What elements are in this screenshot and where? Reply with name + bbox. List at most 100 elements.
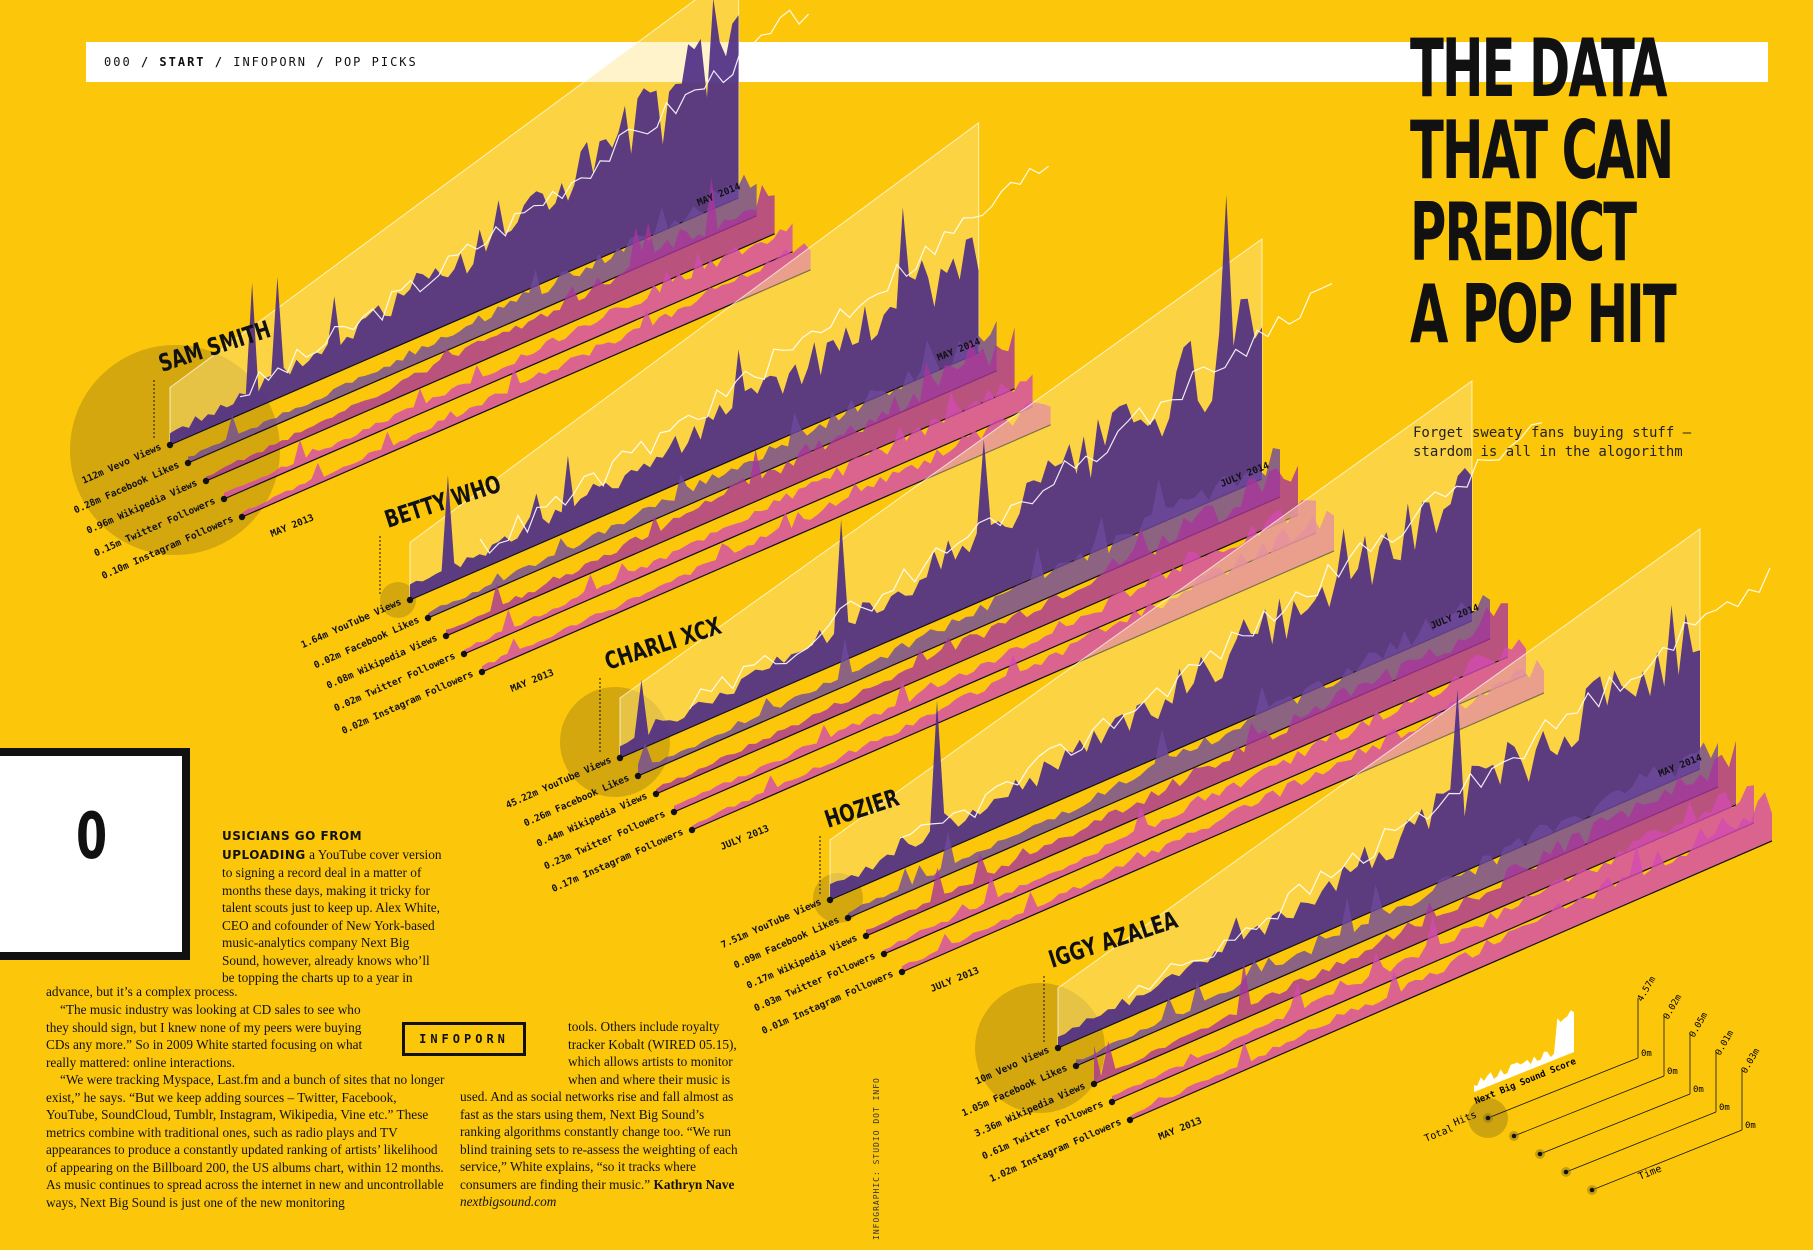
dropcap-letter: 0 <box>76 800 108 874</box>
legend-axis-min: 0m <box>1641 1049 1652 1059</box>
series-start-dot <box>634 772 642 780</box>
article-text: a YouTube cover version to signing a rec… <box>222 846 442 986</box>
dropcap-frame <box>0 748 190 960</box>
series-start-dot <box>202 477 210 485</box>
series-start-dot <box>166 441 174 449</box>
article-paragraph: USICIANS GO FROM UPLOADING a YouTube cov… <box>222 827 442 987</box>
legend-axis-min: 0m <box>1667 1067 1678 1077</box>
breadcrumb-separator: / <box>316 55 326 69</box>
series-area-4 <box>1112 785 1754 1102</box>
score-trend-line <box>1127 567 1771 999</box>
series-area-2 <box>188 174 757 463</box>
series-area-4 <box>674 500 1316 812</box>
series-start-dot <box>478 668 486 676</box>
legend-axis-max: 0.02m <box>1662 993 1684 1021</box>
legend-axis-max: 0.01m <box>1714 1029 1736 1057</box>
series-start-dot <box>670 808 678 816</box>
article-url[interactable]: nextbigsound.com <box>460 1194 557 1209</box>
series-area-5 <box>692 510 1334 830</box>
series-start-dot <box>826 896 834 904</box>
subheading: Forget sweaty fans buying stuff – stardo… <box>1413 425 1692 460</box>
breadcrumb: 000 / START / INFOPORN / POP PICKS <box>104 42 418 82</box>
series-baseline <box>883 674 1527 955</box>
legend-total-label: Total <box>1423 1123 1455 1144</box>
series-start-dot <box>1108 1098 1116 1106</box>
article-paragraph: used. And as social networks rise and fa… <box>460 1088 738 1193</box>
legend-axis-min: 0m <box>1719 1103 1730 1113</box>
start-date-label: JULY 2013 <box>719 823 771 853</box>
series-baseline <box>1111 822 1755 1103</box>
series-baseline <box>865 656 1509 937</box>
series-start-dot <box>424 614 432 622</box>
legend-axis-max: 4.57m <box>1636 975 1658 1003</box>
article-paragraph: “We were tracking Myspace, Last.fm and a… <box>46 1072 445 1210</box>
legend-axis-min: 0m <box>1745 1121 1756 1131</box>
breadcrumb-section[interactable]: START <box>159 55 206 69</box>
legend-diagram: 4.57m0m0.02m0m0.05m0m0.01m0m0.03m0mNext … <box>1423 975 1762 1195</box>
series-start-dot <box>220 495 228 503</box>
series-start-dot <box>880 950 888 958</box>
series-area-3 <box>446 327 1015 636</box>
series-baseline <box>1129 840 1773 1121</box>
breadcrumb-sub1[interactable]: INFOPORN <box>233 55 308 69</box>
legend-sample-area <box>1474 1010 1574 1092</box>
legend-time-label: Time <box>1637 1164 1663 1183</box>
title-line: PREDICT <box>1410 186 1637 279</box>
breadcrumb-sub2[interactable]: POP PICKS <box>334 55 418 69</box>
series-area-1 <box>170 0 739 445</box>
infoporn-badge: INFOPORN <box>402 1022 526 1056</box>
title-line: THAT CAN <box>1410 104 1674 197</box>
score-trend-line <box>689 283 1333 710</box>
series-baseline <box>481 424 1051 673</box>
series-area-1 <box>830 468 1472 900</box>
series-area-5 <box>482 401 1051 672</box>
top-bar: 000 / START / INFOPORN / POP PICKS <box>86 42 1768 82</box>
series-area-4 <box>464 374 1033 654</box>
series-area-5 <box>242 243 811 518</box>
article-lead: USICIANS GO FROM UPLOADING <box>222 829 363 862</box>
legend-row-line <box>1539 1093 1691 1155</box>
series-area-2 <box>1076 742 1718 1066</box>
legend-row-dot <box>1537 1151 1543 1157</box>
series-start-dot <box>652 790 660 798</box>
series-area-1 <box>1058 605 1700 1048</box>
series-start-dot <box>616 754 624 762</box>
breadcrumb-separator: / <box>140 55 151 69</box>
legend-row-dot <box>1511 1133 1517 1139</box>
series-area-1 <box>410 207 979 601</box>
start-date-label: MAY 2013 <box>269 512 316 539</box>
artist-focus-circle <box>380 582 416 618</box>
series-start-dot <box>1072 1062 1080 1070</box>
series-start-dot <box>1090 1080 1098 1088</box>
legend-row-dot <box>1563 1169 1569 1175</box>
infographic-credit: INFOGRAPHIC: STUDIO DOT INFO <box>872 1077 881 1240</box>
series-area-2 <box>428 320 997 618</box>
score-trend-line <box>239 9 810 398</box>
series-area-5 <box>1130 792 1772 1120</box>
series-start-dot <box>238 513 246 521</box>
series-baseline <box>463 406 1033 655</box>
series-baseline <box>241 269 811 518</box>
artist-focus-circle <box>975 983 1105 1113</box>
article-paragraph: tools. Others include royalty tracker Ko… <box>568 1019 737 1087</box>
series-start-dot <box>184 459 192 467</box>
series-start-dot <box>460 650 468 658</box>
series-start-dot <box>1126 1116 1134 1124</box>
legend-row-line <box>1565 1111 1717 1173</box>
legend-row-line <box>1487 1057 1639 1119</box>
legend-axis-max: 0.05m <box>1688 1011 1710 1039</box>
series-area-1 <box>620 194 1262 759</box>
legend-row-line <box>1513 1075 1665 1137</box>
breadcrumb-separator: / <box>214 55 224 69</box>
article-author: Kathryn Nave <box>653 1176 735 1192</box>
series-start-dot <box>688 826 696 834</box>
series-start-dot <box>406 596 414 604</box>
series-start-dot <box>1054 1044 1062 1052</box>
series-baseline <box>691 550 1335 831</box>
score-trend-line <box>479 165 1049 555</box>
series-area-4 <box>224 223 793 500</box>
series-area-5 <box>902 660 1544 972</box>
